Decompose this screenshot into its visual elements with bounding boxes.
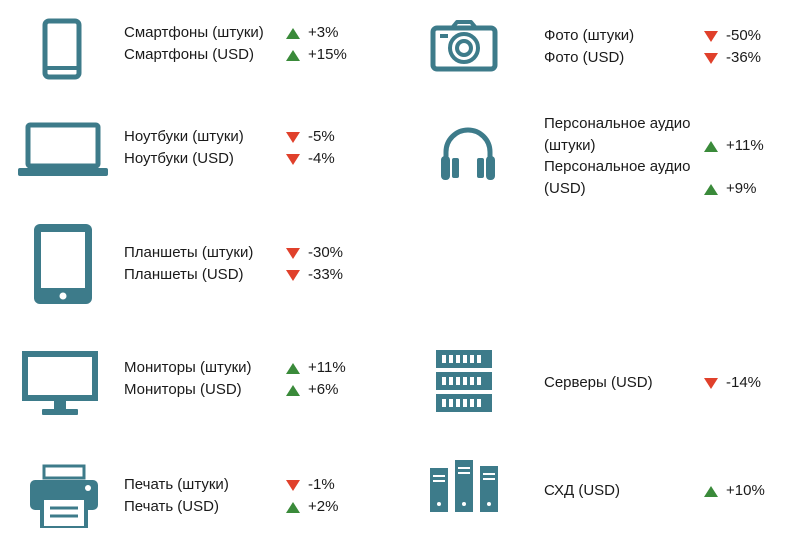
tablet-icon [34, 224, 92, 304]
laptops-usd-label: Ноутбуки (USD) [124, 150, 234, 167]
audio-units-label-line2: (штуки) [544, 137, 596, 154]
smartphones-usd-label: Смартфоны (USD) [124, 46, 254, 63]
printing-units-label: Печать (штуки) [124, 476, 229, 493]
laptops-units-label: Ноутбуки (штуки) [124, 128, 244, 145]
audio-units-label-line1: Персональное аудио [544, 115, 691, 132]
monitors-units-value: +11% [286, 357, 346, 379]
storage-usd-label: СХД (USD) [544, 482, 620, 499]
servers-usd-value: -14% [704, 372, 761, 394]
camera-icon [430, 20, 498, 72]
smartphones-units-label: Смартфоны (штуки) [124, 24, 264, 41]
tablets-usd-label: Планшеты (USD) [124, 266, 244, 283]
monitors-usd-label: Мониторы (USD) [124, 381, 242, 398]
photo-usd-label: Фото (USD) [544, 49, 625, 66]
servers-usd-label: Серверы (USD) [544, 374, 653, 391]
monitors-units-label: Мониторы (штуки) [124, 359, 252, 376]
smartphone-icon [42, 18, 82, 80]
tablets-units-value: -30% [286, 242, 343, 264]
audio-usd-label-line2: (USD) [544, 180, 586, 197]
laptop-icon [18, 122, 108, 178]
laptops-usd-value: -4% [286, 148, 335, 170]
audio-usd-value: +9% [704, 178, 756, 200]
printing-usd-label: Печать (USD) [124, 498, 219, 515]
monitor-icon [22, 351, 98, 417]
smartphones-usd-value: +15% [286, 44, 347, 66]
tablets-units-label: Планшеты (штуки) [124, 244, 254, 261]
photo-units-label: Фото (штуки) [544, 27, 635, 44]
tablets-usd-value: -33% [286, 264, 343, 286]
photo-units-value: -50% [704, 25, 761, 47]
photo-usd-value: -36% [704, 47, 761, 69]
printer-icon [30, 464, 98, 528]
storage-icon [430, 460, 498, 512]
server-icon [436, 350, 492, 412]
headphones-icon [440, 124, 496, 184]
smartphones-units-value: +3% [286, 22, 338, 44]
storage-usd-value: +10% [704, 480, 765, 502]
audio-units-value: +11% [704, 135, 764, 157]
monitors-usd-value: +6% [286, 379, 338, 401]
laptops-units-value: -5% [286, 126, 335, 148]
audio-usd-label-line1: Персональное аудио [544, 158, 691, 175]
printing-usd-value: +2% [286, 496, 338, 518]
printing-units-value: -1% [286, 474, 335, 496]
